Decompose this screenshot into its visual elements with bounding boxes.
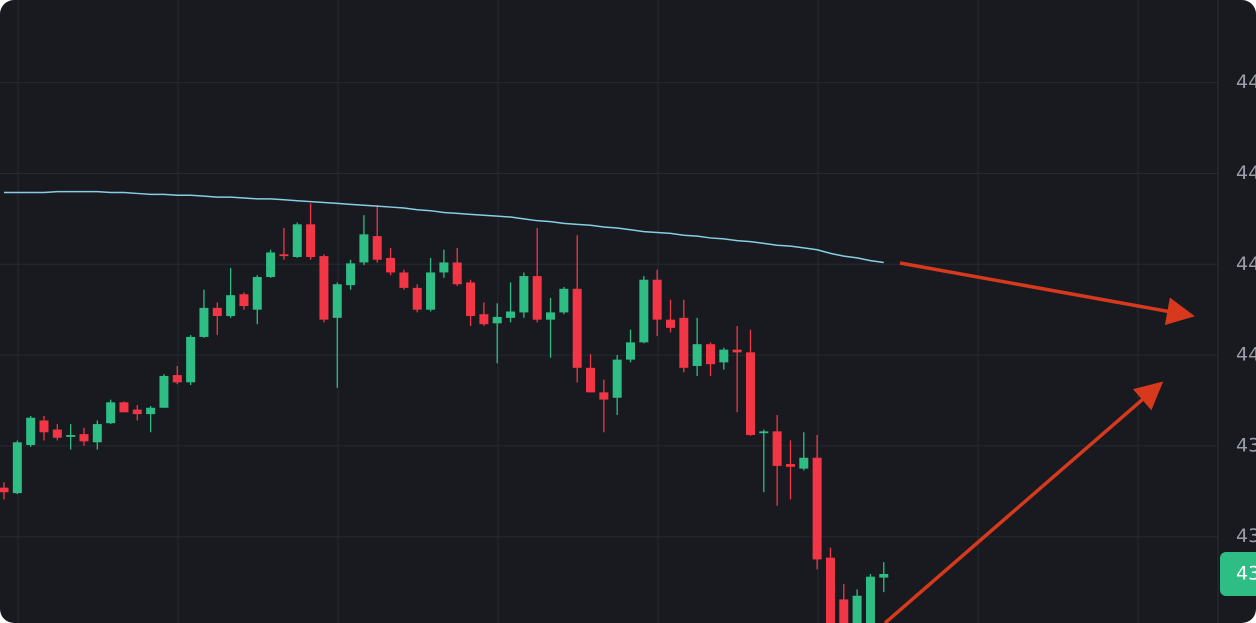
candle-body	[426, 272, 436, 310]
candle-body	[119, 402, 129, 413]
candle-body	[772, 431, 782, 466]
candle-body	[879, 573, 889, 578]
y-tick-label: 43	[1236, 434, 1256, 456]
candle-body	[679, 317, 689, 368]
candle-body	[39, 420, 49, 433]
candle-body	[386, 257, 396, 273]
candle-body	[226, 295, 236, 317]
last-price-label: 43	[1236, 562, 1256, 584]
candle-body	[186, 336, 196, 383]
candle-body	[439, 262, 449, 273]
y-tick-label: 44	[1236, 253, 1256, 275]
candle-body	[586, 367, 596, 393]
candle-body	[372, 236, 382, 260]
candle-body	[506, 311, 516, 318]
candle-body	[12, 442, 22, 494]
y-tick-label: 44	[1236, 71, 1256, 93]
candle-body	[785, 464, 795, 467]
candle-body	[79, 434, 89, 442]
candle-body	[159, 375, 169, 408]
candle-body	[346, 263, 356, 286]
candle-body	[279, 254, 289, 257]
last-price-badge	[1220, 551, 1256, 596]
candle-body	[599, 392, 609, 400]
y-tick-label: 44	[1236, 344, 1256, 366]
candle-body	[0, 487, 9, 493]
candle-body	[479, 314, 489, 325]
candle-body	[466, 282, 476, 317]
candle-body	[92, 424, 102, 443]
candle-body	[652, 279, 662, 320]
arrow	[883, 381, 1164, 623]
candle-body	[266, 252, 276, 277]
candle-body	[106, 402, 116, 424]
candle-body	[332, 284, 342, 318]
candle-body	[759, 431, 769, 434]
candle-body	[745, 352, 755, 436]
candle-body	[705, 344, 715, 365]
candle-body	[519, 276, 529, 313]
moving-average-line	[4, 190, 884, 264]
candle-body	[66, 435, 76, 437]
candle-body	[399, 272, 409, 288]
plot-layer: 44 44 44 44 43 43 43	[0, 71, 1256, 623]
y-tick-label: 44	[1236, 162, 1256, 184]
candle-body	[865, 576, 875, 623]
candle-body	[146, 407, 156, 415]
candle-body	[719, 349, 729, 363]
candles	[0, 190, 889, 623]
candle-body	[359, 234, 369, 263]
candle-body	[52, 429, 62, 438]
candle-body	[546, 312, 556, 320]
arrow	[899, 261, 1195, 326]
candle-body	[172, 375, 182, 383]
candle-body	[212, 307, 222, 317]
candle-body	[839, 599, 849, 623]
candle-body	[26, 417, 36, 445]
y-tick-label: 43	[1236, 525, 1256, 547]
candle-body	[292, 224, 302, 258]
annotation-arrows	[883, 261, 1195, 623]
candle-body	[825, 557, 835, 623]
candle-body	[612, 359, 622, 398]
candle-body	[639, 279, 649, 343]
candle-body	[812, 457, 822, 560]
candle-body	[532, 276, 542, 320]
candle-body	[559, 288, 569, 313]
candle-body	[306, 224, 316, 258]
candle-body	[626, 342, 636, 360]
candle-body	[319, 256, 329, 320]
candle-body	[199, 307, 209, 337]
candle-body	[852, 595, 862, 623]
candle-body	[132, 409, 142, 415]
candle-body	[692, 344, 702, 366]
candle-body	[252, 276, 262, 310]
candle-body	[732, 349, 742, 353]
candle-body	[452, 262, 462, 285]
candle-body	[239, 294, 249, 307]
candle-body	[572, 288, 582, 368]
candle-body	[666, 319, 675, 328]
candle-body	[492, 316, 502, 324]
candle-body	[412, 287, 422, 310]
candle-body	[799, 457, 809, 469]
